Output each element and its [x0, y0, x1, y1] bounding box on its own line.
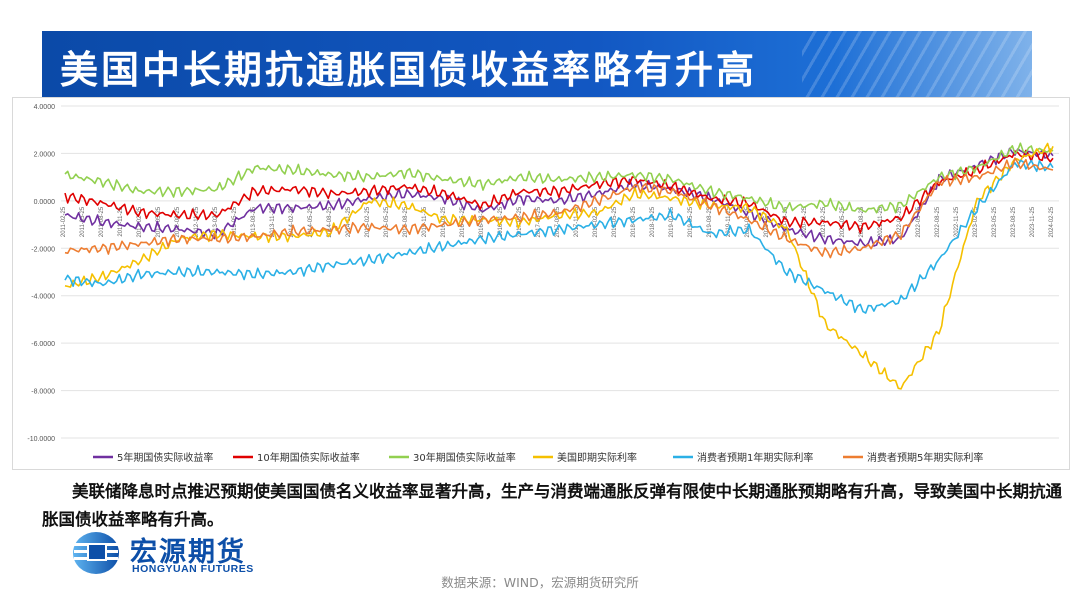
y-tick-label: 4.0000	[34, 104, 56, 111]
x-tick-label: 2016-08-25	[479, 206, 485, 237]
y-tick-label: -10.0000	[27, 436, 55, 443]
x-tick-label: 2014-08-25	[327, 206, 333, 237]
x-tick-label: 2019-11-25	[726, 206, 732, 237]
legend-label: 10年期国债实际收益率	[257, 451, 360, 464]
chart-series	[64, 142, 1054, 390]
logo-mark-icon	[73, 532, 119, 574]
chart-frame: 4.0000 2.0000 0.0000 -2.0000 -4.0000 -6.0000 -…	[12, 97, 1070, 470]
logo-english-name: HONGYUAN FUTURES	[132, 563, 254, 575]
page-title: 美国中长期抗通胀国债收益率略有升高	[60, 47, 758, 92]
x-tick-label: 2012-08-25	[175, 206, 181, 237]
x-tick-label: 2023-05-25	[992, 206, 998, 237]
x-tick-label: 2013-08-25	[251, 206, 257, 237]
x-tick-label: 2018-05-25	[612, 206, 618, 237]
summary-paragraph: 美联储降息时点推迟预期使美国国债名义收益率显著升高，生产与消费端通胀反弹有限使中…	[42, 482, 1062, 529]
x-tick-label: 2022-02-25	[897, 206, 903, 237]
x-tick-label: 2019-08-25	[707, 206, 713, 237]
x-tick-label: 2016-02-25	[441, 206, 447, 237]
x-tick-label: 2012-11-25	[194, 206, 200, 237]
legend-label: 30年期国债实际收益率	[413, 451, 516, 464]
chart-legend: 5年期国债实际收益率 10年期国债实际收益率 30年期国债实际收益率 美国即期实际利率…	[93, 451, 983, 464]
legend-label: 消费者预期1年期实际利率	[697, 451, 813, 464]
y-tick-label: 2.0000	[34, 151, 56, 158]
chart-grid	[61, 105, 1059, 439]
series-line	[64, 142, 1054, 214]
x-tick-label: 2012-05-25	[156, 206, 162, 237]
x-tick-label: 2015-08-25	[403, 206, 409, 237]
line-chart: 4.0000 2.0000 0.0000 -2.0000 -4.0000 -6.0000 -…	[27, 104, 1059, 464]
x-tick-label: 2013-11-25	[270, 206, 276, 237]
y-tick-label: 0.0000	[34, 199, 56, 206]
x-tick-label: 2020-08-25	[783, 206, 789, 237]
title-band-decoration	[802, 31, 1032, 97]
x-tick-label: 2014-11-25	[346, 206, 352, 237]
x-tick-label: 2018-11-25	[650, 206, 656, 237]
x-tick-label: 2017-11-25	[574, 206, 580, 237]
x-tick-label: 2012-02-25	[137, 206, 143, 237]
x-tick-label: 2019-02-25	[669, 206, 675, 237]
y-tick-label: -6.0000	[31, 341, 55, 348]
x-tick-label: 2011-02-25	[61, 206, 67, 237]
x-tick-label: 2015-11-25	[422, 206, 428, 237]
x-tick-label: 2017-05-25	[536, 206, 542, 237]
y-axis-ticks: 4.0000 2.0000 0.0000 -2.0000 -4.0000 -6.0000 -…	[27, 104, 55, 443]
legend-label: 消费者预期5年期实际利率	[867, 451, 983, 464]
x-tick-label: 2011-11-25	[118, 206, 124, 236]
x-tick-label: 2024-02-25	[1049, 206, 1055, 237]
x-tick-label: 2020-02-25	[745, 206, 751, 237]
legend-label: 5年期国债实际收益率	[117, 451, 213, 464]
x-tick-label: 2023-11-25	[1030, 206, 1036, 237]
x-tick-label: 2011-08-25	[99, 206, 105, 237]
x-tick-label: 2017-08-25	[555, 206, 561, 237]
title-band: 美国中长期抗通胀国债收益率略有升高	[42, 31, 1032, 97]
x-tick-label: 2013-02-25	[213, 206, 219, 237]
series-line	[64, 159, 1054, 314]
x-tick-label: 2014-05-25	[308, 206, 314, 237]
x-tick-label: 2020-11-25	[802, 206, 808, 237]
logo-chinese-name: 宏源期货	[130, 537, 246, 568]
company-logo: 宏源期货 HONGYUAN FUTURES	[72, 528, 312, 578]
data-source-note: 数据来源：WIND，宏源期货研究所	[441, 575, 639, 590]
x-tick-label: 2014-02-25	[289, 206, 295, 237]
x-tick-label: 2022-08-25	[935, 206, 941, 237]
x-tick-label: 2022-11-25	[954, 206, 960, 237]
series-line	[64, 157, 1054, 259]
x-tick-label: 2023-08-25	[1011, 206, 1017, 237]
x-tick-label: 2018-02-25	[593, 206, 599, 237]
y-tick-label: -2.0000	[31, 246, 55, 253]
x-tick-label: 2023-02-25	[973, 206, 979, 237]
x-tick-label: 2021-05-25	[840, 206, 846, 237]
series-line	[64, 142, 1054, 390]
x-tick-label: 2015-05-25	[384, 206, 390, 237]
y-tick-label: -4.0000	[31, 294, 55, 301]
x-tick-label: 2021-08-25	[859, 206, 865, 237]
legend-label: 美国即期实际利率	[557, 451, 637, 464]
y-tick-label: -8.0000	[31, 389, 55, 396]
x-tick-label: 2015-02-25	[365, 206, 371, 237]
x-tick-label: 2022-05-25	[916, 206, 922, 237]
series-line	[64, 149, 1054, 234]
